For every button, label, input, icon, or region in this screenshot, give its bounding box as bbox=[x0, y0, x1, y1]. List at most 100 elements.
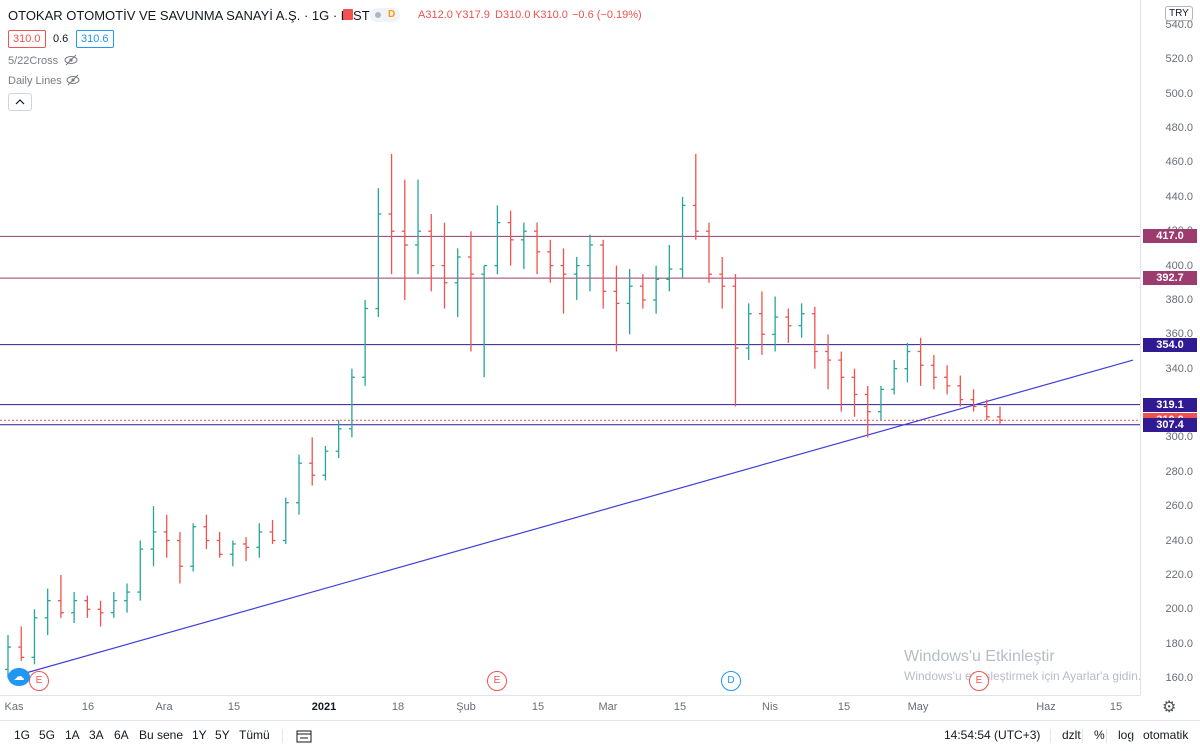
price-tick: 400.0 bbox=[1165, 259, 1193, 272]
timeframe-button[interactable]: 1A bbox=[65, 728, 80, 742]
eye-off-icon[interactable] bbox=[66, 74, 80, 89]
delay-badge[interactable]: D bbox=[370, 8, 400, 22]
price-tick: 200.0 bbox=[1165, 603, 1193, 616]
ohlc-bar bbox=[71, 592, 78, 624]
ohlc-bar bbox=[851, 368, 858, 417]
indicator-5-22-cross[interactable]: 5/22Cross bbox=[8, 55, 59, 67]
price-axis[interactable]: 540.0520.0500.0480.0460.0440.0420.0400.0… bbox=[1140, 0, 1200, 695]
ohlc-bar bbox=[18, 626, 25, 661]
time-tick: 15 bbox=[837, 701, 851, 713]
time-tick: 15 bbox=[1109, 701, 1123, 713]
ohlc-change: −0.6 (−0.19%) bbox=[572, 9, 642, 21]
ohlc-bar bbox=[243, 537, 250, 562]
price-tick: 300.0 bbox=[1165, 431, 1193, 444]
trend-line bbox=[7, 359, 1134, 679]
price-level-label: 417.0 bbox=[1143, 229, 1197, 244]
ohlc-bar bbox=[573, 256, 580, 300]
ohlc-bar bbox=[362, 299, 369, 386]
price-tick: 440.0 bbox=[1165, 190, 1193, 203]
price-tick: 260.0 bbox=[1165, 500, 1193, 513]
ohlc-bar bbox=[534, 222, 541, 275]
earnings-event-marker[interactable]: E bbox=[29, 671, 49, 691]
indicator-daily-lines[interactable]: Daily Lines bbox=[8, 75, 62, 87]
ohlc-bar bbox=[507, 210, 514, 266]
price-tick: 340.0 bbox=[1165, 362, 1193, 375]
timeframe-button[interactable]: Bu sene bbox=[139, 728, 184, 742]
percent-toggle[interactable]: % bbox=[1094, 728, 1105, 742]
ohlc-bar bbox=[560, 248, 567, 314]
time-tick: Haz bbox=[1036, 701, 1056, 713]
ohlc-bar bbox=[600, 239, 607, 309]
ohlc-bar bbox=[970, 389, 977, 412]
time-tick: Nis bbox=[762, 701, 778, 713]
timeframe-button[interactable]: 1Y bbox=[192, 728, 207, 742]
eye-off-icon[interactable] bbox=[64, 54, 78, 69]
earnings-event-marker[interactable]: E bbox=[487, 671, 507, 691]
ohlc-bar bbox=[441, 222, 448, 309]
ohlc-close: K310.0 bbox=[533, 9, 568, 21]
log-toggle[interactable]: log bbox=[1118, 728, 1135, 742]
ohlc-bar bbox=[586, 234, 593, 292]
toolbar-divider bbox=[1106, 729, 1107, 743]
toolbar-divider bbox=[1131, 729, 1132, 743]
currency-button[interactable]: TRY bbox=[1165, 6, 1193, 21]
price-tick: 160.0 bbox=[1165, 672, 1193, 684]
ohlc-bar bbox=[653, 265, 660, 314]
ohlc-bar bbox=[454, 248, 461, 318]
price-chart-svg[interactable] bbox=[0, 0, 1140, 695]
time-tick: Şub bbox=[456, 701, 476, 713]
ohlc-low: D310.0 bbox=[495, 9, 531, 21]
ask-price[interactable]: 310.6 bbox=[76, 30, 114, 48]
time-axis[interactable]: Kas 16 Ara 15 2021 18 Şub 15 Mar 15 Nis 15 May Haz 15 bbox=[0, 695, 1140, 718]
ohlc-bar bbox=[891, 360, 898, 395]
timeframe-button[interactable]: 3A bbox=[89, 728, 104, 742]
ohlc-bar bbox=[335, 420, 342, 459]
ohlc-bar bbox=[758, 291, 765, 355]
time-tick: 2021 bbox=[311, 701, 337, 713]
ohlc-high: Y317.9 bbox=[455, 9, 490, 21]
time-tick: 18 bbox=[391, 701, 405, 713]
price-tick: 280.0 bbox=[1165, 465, 1193, 478]
gear-icon[interactable]: ⚙ bbox=[1162, 699, 1177, 716]
ohlc-bar bbox=[679, 196, 686, 278]
status-dot-icon bbox=[375, 12, 381, 18]
ohlc-bar bbox=[176, 531, 183, 584]
time-tick: May bbox=[907, 701, 929, 713]
ohlc-bar bbox=[401, 179, 408, 300]
ohlc-bar bbox=[348, 368, 355, 438]
ohlc-bar bbox=[639, 274, 646, 309]
ohlc-bar bbox=[904, 342, 911, 383]
ohlc-bar bbox=[666, 244, 673, 292]
ohlc-bar bbox=[137, 540, 144, 601]
ohlc-bar bbox=[57, 574, 64, 618]
timeframe-button[interactable]: Tümü bbox=[239, 728, 270, 742]
chevron-up-icon bbox=[15, 99, 25, 105]
ohlc-bar bbox=[295, 454, 302, 515]
symbol-title[interactable]: OTOKAR OTOMOTİV VE SAVUNMA SANAYİ A.Ş. ·… bbox=[8, 8, 370, 23]
ohlc-bar bbox=[150, 506, 157, 567]
ohlc-bar bbox=[785, 308, 792, 343]
timeframe-button[interactable]: 1G bbox=[14, 728, 31, 742]
chart-plot-area[interactable] bbox=[0, 0, 1140, 695]
ohlc-bar bbox=[110, 592, 117, 618]
date-range-icon[interactable] bbox=[296, 729, 312, 748]
flag-icon[interactable] bbox=[343, 9, 353, 20]
bottom-toolbar: 1G 5G 1A 3A 6A Bu sene 1Y 5Y Tümü 14:54:54 (UTC+3… bbox=[0, 720, 1200, 751]
timeframe-button[interactable]: 5G bbox=[39, 728, 56, 742]
ohlc-bar bbox=[877, 385, 884, 421]
dividend-event-marker[interactable]: D bbox=[721, 671, 741, 691]
cloud-logo-icon[interactable]: ☁ bbox=[8, 668, 30, 686]
ohlc-bar bbox=[692, 153, 699, 240]
ohlc-bar bbox=[415, 179, 422, 275]
ohlc-bar bbox=[388, 153, 395, 275]
earnings-event-marker[interactable]: E bbox=[969, 671, 989, 691]
price-tick: 520.0 bbox=[1165, 53, 1193, 66]
ohlc-bar bbox=[282, 497, 289, 544]
ohlc-bar bbox=[322, 446, 329, 481]
adjust-toggle[interactable]: dzlt bbox=[1062, 728, 1081, 742]
bid-price[interactable]: 310.0 bbox=[8, 30, 46, 48]
timeframe-button[interactable]: 5Y bbox=[215, 728, 230, 742]
auto-scale-toggle[interactable]: otomatik bbox=[1143, 728, 1189, 742]
timeframe-button[interactable]: 6A bbox=[114, 728, 129, 742]
collapse-legend-button[interactable] bbox=[8, 93, 32, 111]
